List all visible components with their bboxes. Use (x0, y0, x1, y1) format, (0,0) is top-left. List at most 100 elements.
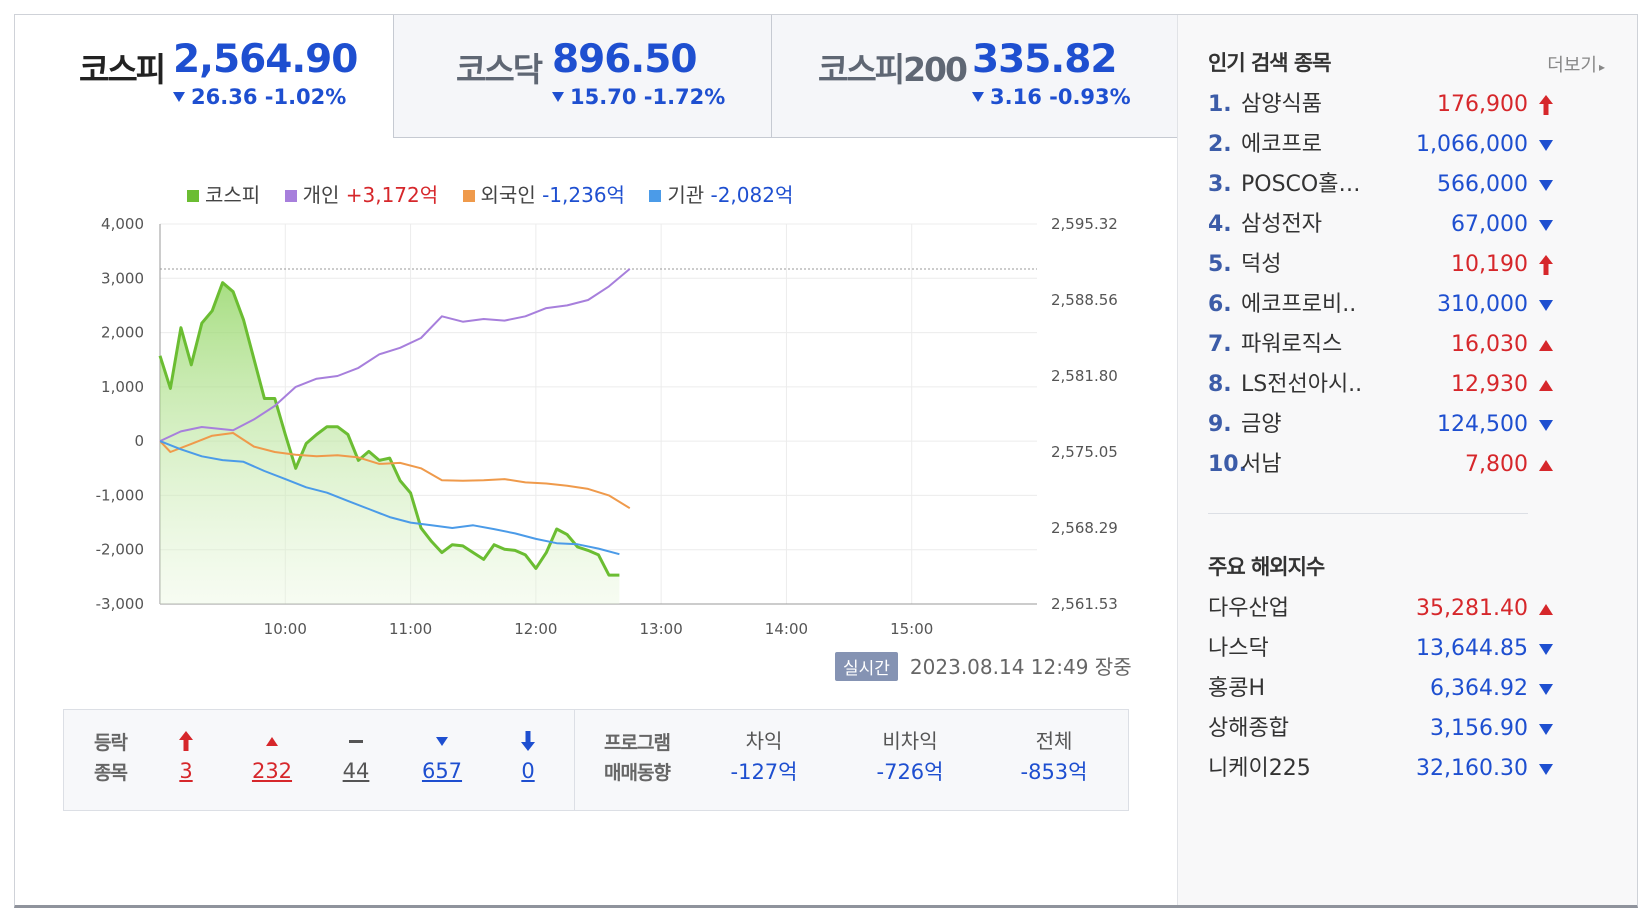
world-index-row[interactable]: 다우산업 35,281.40 (1208, 589, 1553, 629)
y-left-tick-label: -2,000 (96, 541, 144, 559)
x-tick-label: 13:00 (640, 620, 683, 638)
tab-kospi200[interactable]: 코스피200 335.82 3.16 -0.93% (771, 15, 1177, 138)
breadth-lower-limit: 0 (498, 726, 558, 786)
breadth-down: 657 (412, 726, 472, 786)
down-triangle-icon (972, 92, 984, 102)
stock-name: 에코프로비.. (1241, 292, 1357, 317)
down-triangle-icon (1536, 749, 1556, 789)
stock-name: 서남 (1241, 452, 1282, 477)
stock-price: 310,000 (1437, 292, 1528, 317)
stock-price: 67,000 (1451, 212, 1528, 237)
program-arbitrage: 차익 -127억 (730, 729, 798, 784)
y-right-tick-label: 2,561.53 (1051, 595, 1118, 613)
rank-number: 8. (1208, 372, 1232, 397)
rank-number: 5. (1208, 252, 1232, 277)
breadth-upper-limit: 3 (156, 726, 216, 786)
y-left-tick-label: -3,000 (96, 595, 144, 613)
popular-stock-row[interactable]: 1. 삼양식품 176,900 (1208, 85, 1553, 125)
down-count[interactable]: 657 (421, 759, 463, 783)
index-price: 35,281.40 (1416, 596, 1528, 621)
index-name: 홍콩H (1208, 676, 1266, 701)
rank-number: 9. (1208, 412, 1232, 437)
popular-stock-row[interactable]: 10. 서남 7,800 (1208, 445, 1553, 485)
stock-price: 1,066,000 (1416, 132, 1528, 157)
index-name: 니케이225 (1208, 756, 1311, 781)
timestamp-text: 2023.08.14 12:49 (909, 655, 1089, 679)
popular-stock-row[interactable]: 8. LS전선아시.. 12,930 (1208, 365, 1553, 405)
up-triangle-icon (1536, 365, 1556, 405)
x-tick-label: 12:00 (514, 620, 557, 638)
tab-kospi-change: 26.36 -1.02% (173, 85, 346, 109)
popular-stock-row[interactable]: 3. POSCO홀… 566,000 (1208, 165, 1553, 205)
tab-kospi200-name: 코스피200 (818, 50, 968, 89)
stock-price: 12,930 (1451, 372, 1528, 397)
popular-stock-row[interactable]: 5. 덕성 10,190 (1208, 245, 1553, 285)
x-tick-label: 14:00 (765, 620, 808, 638)
popular-stock-row[interactable]: 9. 금양 124,500 (1208, 405, 1553, 445)
world-index-row[interactable]: 니케이225 32,160.30 (1208, 749, 1553, 789)
program-non-arbitrage: 비차익 -726억 (876, 729, 944, 784)
popular-stock-row[interactable]: 6. 에코프로비.. 310,000 (1208, 285, 1553, 325)
stock-name: 삼양식품 (1241, 92, 1322, 117)
y-right-tick-label: 2,588.56 (1051, 291, 1118, 309)
world-index-row[interactable]: 나스닥 13,644.85 (1208, 629, 1553, 669)
upper-limit-arrow-icon (1536, 85, 1556, 125)
tab-kospi200-change: 3.16 -0.93% (972, 85, 1131, 109)
stock-price: 7,800 (1465, 452, 1528, 477)
up-count[interactable]: 232 (251, 759, 293, 783)
tab-kospi[interactable]: 코스피 2,564.90 26.36 -1.02% (15, 15, 393, 138)
world-index-row[interactable]: 홍콩H 6,364.92 (1208, 669, 1553, 709)
series-line-1 (159, 268, 631, 443)
tab-kospi200-price: 335.82 (972, 37, 1117, 82)
tab-kosdaq[interactable]: 코스닥 896.50 15.70 -1.72% (393, 15, 771, 138)
more-link[interactable]: 더보기 ▸ (1547, 55, 1605, 76)
y-left-tick-label: 3,000 (101, 269, 144, 287)
world-index-row[interactable]: 상해종합 3,156.90 (1208, 709, 1553, 749)
stock-price: 16,030 (1451, 332, 1528, 357)
tab-kosdaq-name: 코스닥 (456, 50, 543, 89)
world-title: 주요 해외지수 (1208, 555, 1325, 579)
series-area-kospi (160, 282, 620, 604)
stock-price: 10,190 (1451, 252, 1528, 277)
market-status: 장중 (1094, 655, 1132, 679)
rank-number: 7. (1208, 332, 1232, 357)
down-triangle-icon (1536, 629, 1556, 669)
y-right-tick-label: 2,581.80 (1051, 367, 1118, 385)
popular-stock-row[interactable]: 2. 에코프로 1,066,000 (1208, 125, 1553, 165)
tab-kospi-price: 2,564.90 (173, 37, 358, 82)
y-left-tick-label: 1,000 (101, 378, 144, 396)
lower-limit-count[interactable]: 0 (521, 759, 535, 783)
popular-stock-row[interactable]: 7. 파워로직스 16,030 (1208, 325, 1553, 365)
stock-price: 176,900 (1437, 92, 1528, 117)
x-tick-label: 11:00 (389, 620, 432, 638)
down-triangle-icon (1536, 285, 1556, 325)
legend-institution[interactable]: 기관 -2,082억 (649, 179, 793, 208)
realtime-badge[interactable]: 실시간 (835, 652, 898, 681)
stock-name: POSCO홀… (1241, 172, 1361, 197)
legend-swatch (187, 190, 199, 202)
legend-swatch (649, 190, 662, 202)
stock-price: 124,500 (1437, 412, 1528, 437)
rank-number: 6. (1208, 292, 1232, 317)
up-triangle-icon (242, 726, 302, 756)
tab-kosdaq-change: 15.70 -1.72% (552, 85, 725, 109)
legend-individual[interactable]: 개인 +3,172억 (284, 179, 438, 208)
popular-stock-row[interactable]: 4. 삼성전자 67,000 (1208, 205, 1553, 245)
tab-kosdaq-price: 896.50 (552, 37, 697, 82)
index-tabs: 코스피 2,564.90 26.36 -1.02% 코스닥 896.50 15.… (15, 15, 1239, 138)
index-price: 32,160.30 (1416, 756, 1528, 781)
rank-number: 10. (1208, 452, 1247, 477)
rank-number: 3. (1208, 172, 1232, 197)
up-triangle-icon (1536, 325, 1556, 365)
down-triangle-icon (1536, 165, 1556, 205)
down-triangle-icon (1536, 709, 1556, 749)
tab-kospi-name: 코스피 (79, 50, 166, 89)
down-triangle-icon (1536, 205, 1556, 245)
down-triangle-icon (1536, 405, 1556, 445)
down-triangle-icon (412, 726, 472, 756)
legend-kospi[interactable]: 코스피 (187, 179, 260, 208)
flat-count[interactable]: 44 (342, 759, 370, 783)
upper-limit-count[interactable]: 3 (179, 759, 193, 783)
legend-foreign[interactable]: 외국인 -1,236억 (462, 179, 625, 208)
right-sidebar: 인기 검색 종목 더보기 ▸ 1. 삼양식품 176,900 2. 에코프로 1,066,0… (1177, 15, 1637, 905)
